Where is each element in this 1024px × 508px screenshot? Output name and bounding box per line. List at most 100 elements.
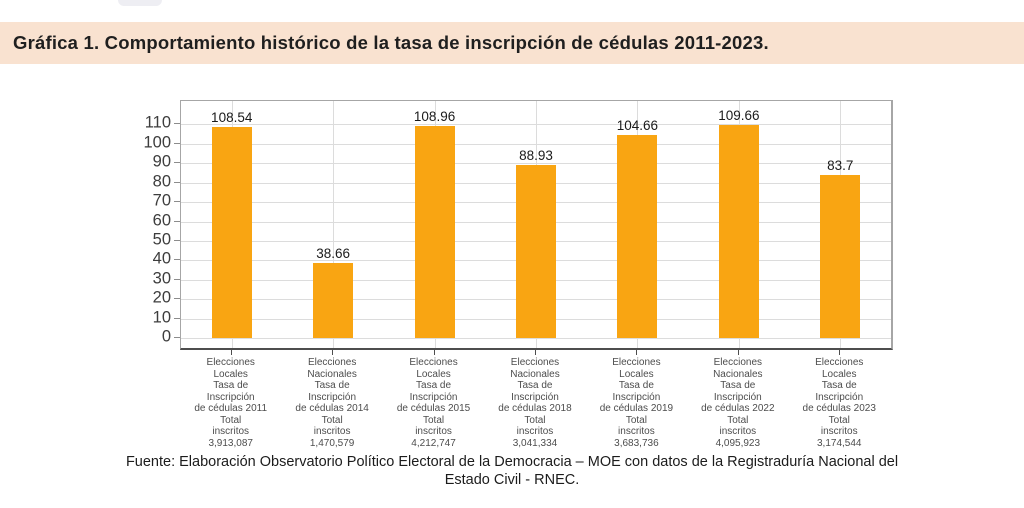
x-category-line: Total: [422, 414, 445, 426]
x-category-line: 4,212,747: [411, 437, 456, 449]
plot-area: 108.54 38.66 108.96 88.93 104.66 109.66 83.7: [180, 100, 893, 350]
y-tick-mark: [174, 337, 180, 339]
y-tick-mark: [174, 240, 180, 242]
x-category-line: de cédulas 2023: [802, 403, 876, 414]
y-tick-label: 40: [152, 249, 171, 268]
x-tick-mark: [433, 349, 435, 355]
y-tick-mark: [174, 298, 180, 300]
x-category-line: inscritos: [820, 426, 858, 437]
bar-value-label: 104.66: [616, 117, 659, 133]
chart-caption-band: Gráfica 1. Comportamiento histórico de l…: [0, 22, 1024, 64]
source-note-line-2: Estado Civil - RNEC.: [444, 471, 580, 488]
x-category-label: Elecciones Locales Tasa de Inscripción de cé…: [383, 357, 484, 449]
bar: [718, 124, 759, 339]
x-tick-mark: [737, 349, 739, 355]
bar-value-label: 109.66: [718, 107, 760, 123]
x-category-line: Total: [625, 414, 647, 426]
y-tick-label: 110: [144, 113, 171, 132]
x-category-line: Total: [321, 414, 343, 426]
x-category-label: Elecciones Locales Tasa de Inscripción de cé…: [180, 357, 281, 449]
x-category-line: Total: [727, 414, 749, 426]
x-tick-mark: [535, 349, 536, 355]
x-category-line: inscritos: [415, 426, 452, 437]
x-category-line: Inscripción: [308, 391, 357, 403]
x-category-line: Inscripción: [409, 391, 458, 403]
x-category-line: Locales: [822, 368, 857, 380]
x-category-line: Inscripción: [713, 391, 762, 403]
x-category-line: Inscripción: [612, 391, 661, 403]
source-note: Fuente: Elaboración Observatorio Polític…: [0, 454, 1024, 489]
x-category-line: Locales: [619, 368, 654, 380]
y-tick-label: 90: [152, 152, 171, 171]
x-category-line: Nacionales: [510, 368, 560, 380]
x-category-line: Elecciones: [510, 357, 560, 368]
x-category-line: Locales: [213, 368, 248, 380]
y-tick-label: 70: [152, 191, 171, 210]
page-edge-artifact: [118, 0, 162, 6]
x-category-line: Tasa de: [416, 380, 452, 391]
x-tick-mark: [636, 349, 638, 355]
bar-value-label: 38.66: [316, 246, 351, 262]
x-category-line: 3,174,544: [816, 437, 862, 449]
x-tick-mark: [332, 349, 334, 355]
x-category-line: Tasa de: [618, 380, 654, 391]
x-category-line: de cédulas 2019: [599, 403, 674, 414]
x-category-label: Elecciones Locales Tasa de Inscripción de cé…: [586, 357, 687, 449]
y-tick-mark: [174, 317, 180, 319]
bar-value-label: 83.7: [827, 158, 854, 174]
x-category-label: Elecciones Locales Tasa de Inscripción de cé…: [789, 357, 890, 449]
bar: [516, 165, 556, 339]
x-category-line: Total: [220, 414, 242, 426]
y-tick-mark: [174, 181, 180, 183]
x-category-line: 3,683,736: [614, 437, 659, 449]
bar-value-label: 108.54: [211, 110, 253, 126]
x-category-line: Tasa de: [517, 380, 553, 391]
x-category-line: Elecciones: [307, 357, 357, 368]
x-category-line: inscritos: [719, 426, 757, 437]
x-category-line: Tasa de: [821, 380, 857, 391]
x-category-line: de cédulas 2018: [498, 403, 572, 414]
y-tick-mark: [174, 259, 180, 261]
x-category-line: Nacionales: [713, 368, 763, 380]
x-category-line: Total: [828, 414, 850, 426]
bar: [820, 175, 861, 339]
x-category-line: de cédulas 2011: [194, 403, 268, 414]
y-tick-label: 100: [143, 133, 171, 152]
x-category-line: Inscripción: [206, 391, 255, 403]
x-category-line: Elecciones: [815, 357, 864, 368]
y-tick-mark: [174, 220, 180, 222]
x-category-line: inscritos: [618, 426, 655, 437]
x-category-label: Elecciones Nacionales Tasa de Inscripción de…: [281, 357, 382, 449]
x-category-line: Elecciones: [206, 357, 255, 368]
x-category-line: Locales: [416, 368, 451, 380]
bar-value-label: 108.96: [413, 109, 456, 125]
x-category-line: 3,041,334: [512, 437, 558, 449]
chart-caption: Gráfica 1. Comportamiento histórico de l…: [13, 32, 769, 53]
y-tick-label: 0: [161, 327, 171, 346]
x-tick-mark: [839, 349, 841, 355]
bar: [313, 263, 354, 339]
y-axis: 0 10 20 30 40 50 60 70 80 90 100 110: [143, 100, 180, 347]
bar: [414, 126, 455, 339]
y-tick-label: 80: [152, 172, 171, 191]
x-axis-labels: Elecciones Locales Tasa de Inscripción de cé…: [180, 357, 890, 449]
x-tick-mark: [230, 349, 232, 355]
x-category-line: de cédulas 2022: [701, 403, 775, 414]
x-category-line: Elecciones: [612, 357, 661, 368]
x-category-line: inscritos: [516, 426, 554, 437]
y-tick-label: 50: [152, 230, 171, 249]
x-category-line: de cédulas 2014: [295, 403, 369, 414]
y-tick-label: 60: [152, 211, 171, 230]
y-tick-label: 10: [152, 308, 171, 327]
x-category-line: 3,913,087: [208, 437, 253, 449]
x-category-line: Tasa de: [314, 380, 350, 391]
x-category-line: 1,470,579: [309, 437, 355, 449]
bar: [617, 134, 658, 339]
x-category-line: Elecciones: [409, 357, 458, 368]
x-category-line: 4,095,923: [715, 437, 761, 449]
y-tick-mark: [174, 201, 180, 203]
x-category-line: Inscripción: [511, 391, 559, 403]
y-tick-mark: [174, 162, 180, 164]
x-category-line: inscritos: [313, 426, 351, 437]
x-category-line: de cédulas 2015: [396, 403, 471, 414]
